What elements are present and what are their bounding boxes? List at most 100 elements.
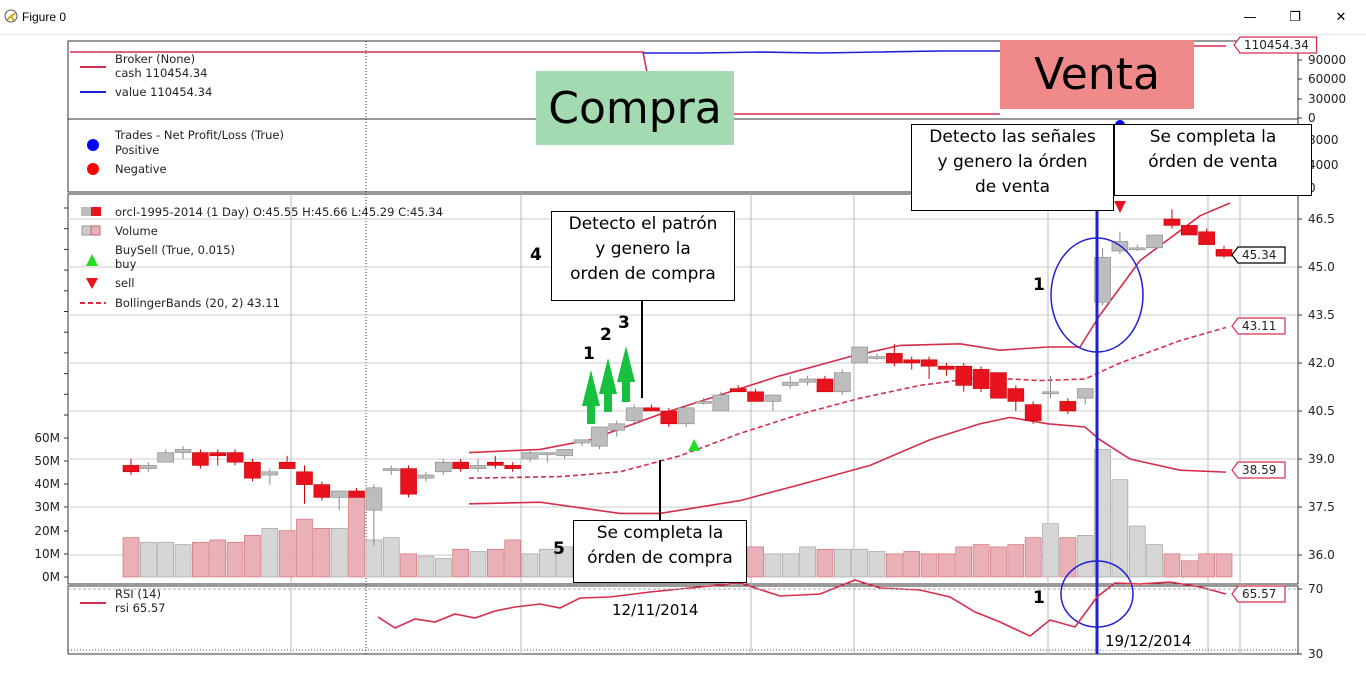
volume-bar [487, 548, 504, 578]
sell-date-label: 19/12/2014 [1103, 632, 1194, 650]
volume-bar [920, 553, 938, 578]
candle-body [192, 452, 209, 466]
volume-bar [400, 553, 417, 578]
minimize-button[interactable]: — [1243, 9, 1257, 25]
volume-bar [1146, 544, 1163, 578]
volume-bar [990, 546, 1007, 578]
price-ytick-label: 46.5 [1308, 212, 1335, 226]
bb-mid-tag-box [1231, 317, 1286, 335]
broker-ytick-label: 90000 [1308, 53, 1346, 67]
volume-bar [1215, 553, 1233, 578]
candle-body [469, 465, 487, 469]
sell-legend-marker [86, 278, 98, 289]
trades-legend-title: Trades - Net Profit/Loss (True) [114, 128, 284, 142]
volume-bar [434, 558, 452, 578]
broker-value-line [643, 50, 1000, 54]
candle-body [695, 401, 712, 404]
volume-ytick-label: 60M [34, 431, 60, 445]
broker-ytick-label: 30000 [1308, 92, 1346, 106]
candle-body [452, 461, 469, 469]
close-button[interactable]: ✕ [1335, 9, 1347, 25]
volume-bar [1163, 553, 1181, 578]
volume-bar [382, 537, 400, 578]
broker-last-value-tag-box [1233, 36, 1318, 54]
volume-bar [140, 541, 157, 578]
candle-body [1146, 234, 1163, 249]
volume-bar [1094, 449, 1111, 578]
rsi-axes-frame [67, 585, 1299, 655]
volume-legend-label: Volume [115, 224, 158, 238]
candle-body [573, 439, 591, 444]
rsi-last-tag: 65.57 [1242, 587, 1276, 601]
candle-body [244, 461, 261, 479]
volume-bar [261, 528, 279, 578]
price-ytick-label: 43.5 [1308, 308, 1335, 322]
candle-body [799, 378, 816, 383]
trades-ytick-label: 8000 [1308, 133, 1339, 147]
candle-body [313, 484, 331, 498]
pattern-arrow [599, 358, 617, 412]
candle-body [643, 407, 660, 412]
candle-body [417, 474, 435, 479]
bb-mid-line [468, 326, 1227, 479]
price-ytick-label: 36.0 [1308, 548, 1335, 562]
candle-body [1042, 391, 1059, 395]
broker-value-legend-label: value 110454.34 [115, 85, 212, 99]
volume-bar [834, 548, 851, 578]
volume-legend-swatch [81, 225, 92, 236]
volume-bar [226, 541, 244, 578]
volume-bar [972, 544, 990, 578]
volume-ytick-label: 10M [34, 547, 60, 561]
candle-body [278, 461, 296, 469]
last-close-tag-box [1231, 246, 1286, 264]
candle-body [122, 465, 140, 473]
last-close-tag: 45.34 [1242, 248, 1276, 262]
candle-body [1163, 218, 1181, 226]
candle-body [382, 468, 400, 471]
step-label: 5 [553, 539, 565, 559]
volume-bar [504, 539, 521, 578]
volume-bar [955, 546, 973, 578]
candle-body [521, 452, 539, 460]
candle-body [868, 356, 886, 359]
candle-body [591, 426, 608, 447]
candle-body [365, 487, 383, 511]
bb-bottom-tag-box [1231, 461, 1286, 479]
candle-body [226, 452, 244, 463]
candle-body [712, 394, 730, 412]
candle-body [1076, 388, 1094, 399]
volume-bar [1059, 537, 1077, 578]
volume-bar [1181, 560, 1198, 578]
volume-bar [209, 539, 227, 578]
price-ytick-label: 40.5 [1308, 404, 1335, 418]
broker-cash-legend-label: cash 110454.34 [115, 66, 208, 80]
bb-bottom-line [468, 416, 1227, 515]
candle-body [140, 465, 157, 469]
broker-ytick-label: 60000 [1308, 72, 1346, 86]
candle-body [1128, 247, 1146, 251]
volume-bar [781, 553, 799, 578]
candle-body [556, 449, 574, 457]
trades-positive-legend-label: Positive [115, 143, 159, 157]
candle-body [1007, 388, 1025, 402]
bb-legend-label: BollingerBands (20, 2) 43.11 [115, 296, 280, 310]
candle-body [972, 369, 990, 389]
candle-body [781, 381, 799, 386]
step-label: 1 [583, 344, 595, 364]
candle-body [400, 468, 417, 495]
trades-positive-legend-marker [87, 139, 99, 151]
buy-marker [688, 439, 701, 451]
maximize-button[interactable]: ❐ [1289, 9, 1301, 25]
volume-bar [1128, 525, 1146, 578]
candle-up-legend-swatch [81, 207, 91, 216]
rsi-signal-circle [1060, 560, 1134, 628]
volume-bar [452, 548, 469, 578]
candle-body [1024, 404, 1042, 421]
rsi-last-tag-box [1231, 585, 1286, 603]
volume-ytick-label: 0M [42, 570, 60, 584]
rsi-legend-title: RSI (14) [115, 587, 161, 601]
candle-body [729, 388, 747, 393]
volume-bar [417, 555, 435, 578]
volume-bar [851, 548, 868, 578]
volume-bar [469, 551, 487, 578]
